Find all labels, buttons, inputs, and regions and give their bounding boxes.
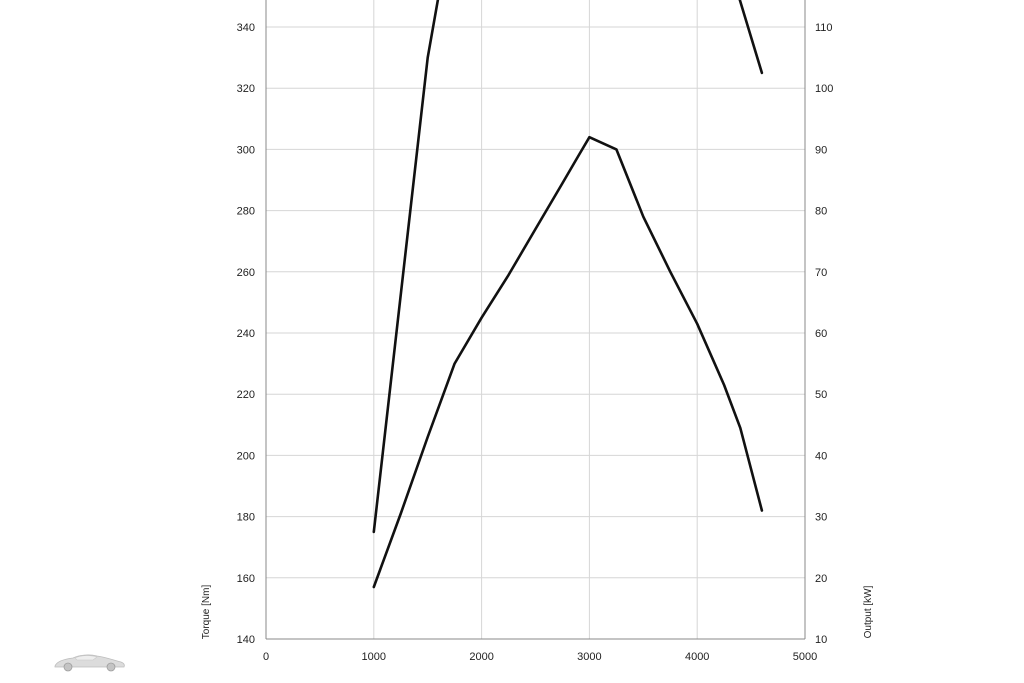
y2-tick-label: 20 <box>815 573 827 585</box>
y-axis-title: Torque [Nm] <box>201 585 212 640</box>
horizontal-gridlines <box>266 26 805 579</box>
y2-tick-label: 80 <box>815 206 827 218</box>
y-tick-label: 140 <box>237 634 255 646</box>
x-tick-label: 3000 <box>577 651 601 663</box>
y-tick-label: 300 <box>237 144 255 156</box>
series-layer <box>372 0 764 589</box>
y-tick-label: 220 <box>237 389 255 401</box>
y2-tick-label: 30 <box>815 512 827 524</box>
y2-tick-label: 40 <box>815 450 827 462</box>
y-tick-label: 240 <box>237 328 255 340</box>
y2-tick-label: 50 <box>815 389 827 401</box>
output-series-line <box>372 135 764 589</box>
x-tick-label: 0 <box>263 651 269 663</box>
x-tick-label: 4000 <box>685 651 709 663</box>
y-tick-label: 180 <box>237 512 255 524</box>
y2-tick-label: 90 <box>815 144 827 156</box>
y-tick-label: 280 <box>237 206 255 218</box>
x-tick-labels: 0 1000 2000 3000 4000 5000 <box>263 651 817 663</box>
y-tick-label: 160 <box>237 573 255 585</box>
y2-tick-label: 100 <box>815 83 833 95</box>
y2-tick-label: 70 <box>815 267 827 279</box>
x-tick-label: 1000 <box>362 651 386 663</box>
x-tick-label: 2000 <box>469 651 493 663</box>
car-silhouette-icon <box>54 654 125 672</box>
torque-series-line <box>372 0 764 534</box>
y-tick-label: 340 <box>237 22 255 34</box>
y2-tick-labels: 10 20 30 40 50 60 70 80 90 100 110 <box>815 22 833 646</box>
y-tick-labels: 140 160 180 200 220 240 260 280 300 320 340 <box>237 22 255 646</box>
y2-tick-label: 60 <box>815 328 827 340</box>
x-tick-label: 5000 <box>793 651 817 663</box>
y2-tick-label: 10 <box>815 634 827 646</box>
y-tick-label: 200 <box>237 450 255 462</box>
y-tick-label: 320 <box>237 83 255 95</box>
y2-tick-label: 110 <box>815 22 833 34</box>
y2-axis-title: Output [kW] <box>863 585 874 638</box>
y-tick-label: 260 <box>237 267 255 279</box>
